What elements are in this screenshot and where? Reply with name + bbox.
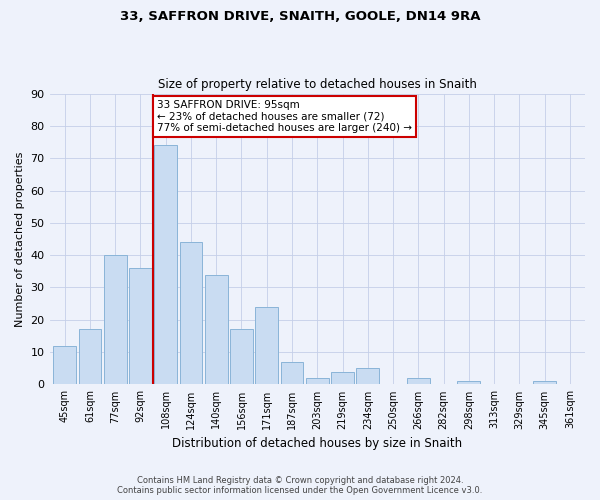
Bar xyxy=(356,368,379,384)
Bar xyxy=(457,381,480,384)
Bar xyxy=(256,307,278,384)
Text: 33 SAFFRON DRIVE: 95sqm
← 23% of detached houses are smaller (72)
77% of semi-de: 33 SAFFRON DRIVE: 95sqm ← 23% of detache… xyxy=(157,100,412,133)
Bar xyxy=(331,372,354,384)
Bar xyxy=(129,268,152,384)
Bar xyxy=(79,330,101,384)
Bar xyxy=(179,242,202,384)
Title: Size of property relative to detached houses in Snaith: Size of property relative to detached ho… xyxy=(158,78,477,91)
Text: 33, SAFFRON DRIVE, SNAITH, GOOLE, DN14 9RA: 33, SAFFRON DRIVE, SNAITH, GOOLE, DN14 9… xyxy=(120,10,480,23)
Bar xyxy=(281,362,304,384)
Bar xyxy=(53,346,76,385)
Bar xyxy=(306,378,329,384)
Bar xyxy=(407,378,430,384)
Bar xyxy=(205,274,227,384)
Bar xyxy=(230,330,253,384)
Text: Contains HM Land Registry data © Crown copyright and database right 2024.
Contai: Contains HM Land Registry data © Crown c… xyxy=(118,476,482,495)
Y-axis label: Number of detached properties: Number of detached properties xyxy=(15,152,25,326)
Bar xyxy=(154,146,177,384)
Bar xyxy=(104,255,127,384)
X-axis label: Distribution of detached houses by size in Snaith: Distribution of detached houses by size … xyxy=(172,437,463,450)
Bar xyxy=(533,381,556,384)
